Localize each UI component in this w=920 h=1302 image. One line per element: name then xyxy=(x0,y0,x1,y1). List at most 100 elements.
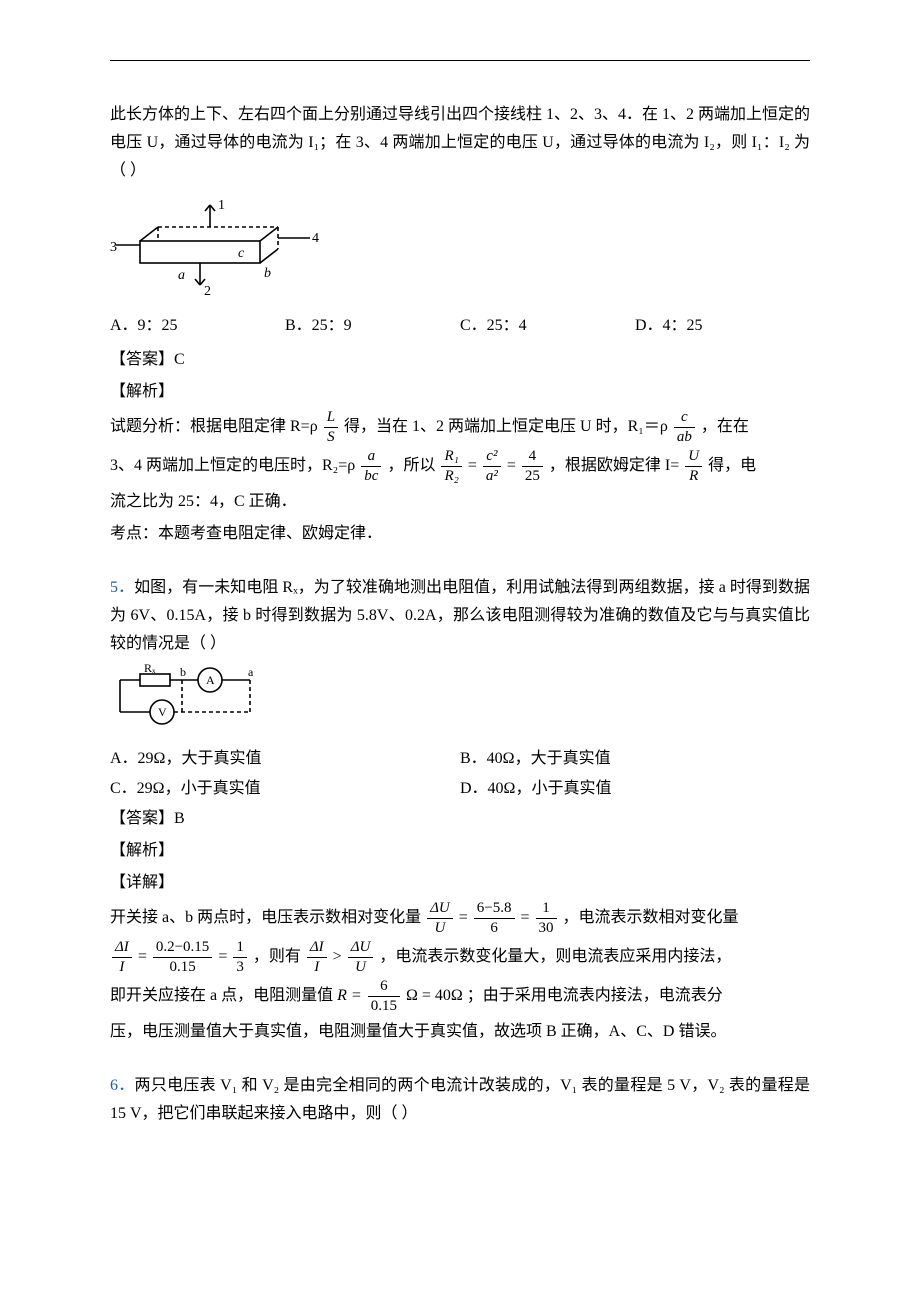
frac-R: 6 0.15 xyxy=(368,979,400,1014)
q4-option-a: A．9：25 xyxy=(110,312,285,340)
frac-UR-den: R xyxy=(685,467,702,484)
q4-a2-pre: 3、4 两端加上恒定的电压时，R₂=ρ xyxy=(110,457,355,474)
frac-UR-num: U xyxy=(685,449,702,467)
frac-dU2-den: U xyxy=(348,958,374,975)
frac-abc-den: bc xyxy=(361,467,381,484)
q5-e4: 压，电压测量值大于真实值，电阻测量值大于真实值，故选项 B 正确，A、C、D 错… xyxy=(110,1018,810,1046)
frac-dU2-num: ΔU xyxy=(348,940,374,958)
q5-stem-text: 如图，有一未知电阻 Rₓ，为了较准确地测出电阻值，利用试触法得到两组数据，接 a… xyxy=(110,579,810,652)
q5-options-row2: C．29Ω，小于真实值 D．40Ω，小于真实值 xyxy=(110,775,810,803)
q4-a2-tail: 得，电 xyxy=(708,457,756,474)
q4-answer: 【答案】C xyxy=(110,346,810,374)
q5-option-a: A．29Ω，大于真实值 xyxy=(110,745,460,773)
frac-130-den: 30 xyxy=(536,919,557,936)
q4-analysis-3: 流之比为 25：4，C 正确． xyxy=(110,488,810,516)
frac-dIv-num: 0.2−0.15 xyxy=(153,940,212,958)
q5-e2: ΔI I = 0.2−0.15 0.15 = 1 3 ，则有 ΔI I > ΔU… xyxy=(110,940,810,975)
q4-a1-post: 得，当在 1、2 两端加上恒定电压 U 时，R₁＝ρ xyxy=(344,418,668,435)
frac-dUv: 6−5.8 6 xyxy=(474,901,515,936)
frac-dI2-den: I xyxy=(307,958,327,975)
frac-dI2: ΔI I xyxy=(307,940,327,975)
frac-dU-den: U xyxy=(427,919,453,936)
q4-a2-mid: ，所以 xyxy=(387,457,439,474)
frac-425-num: 4 xyxy=(522,449,543,467)
q4-a1-pre: 试题分析：根据电阻定律 R=ρ xyxy=(110,418,318,435)
frac-R1R2-num: R₁ xyxy=(441,449,461,467)
frac-dI-num: ΔI xyxy=(112,940,132,958)
q6-number: 6． xyxy=(110,1077,135,1094)
frac-abc: a bc xyxy=(361,449,381,484)
frac-dU-num: ΔU xyxy=(427,901,453,919)
q5-option-b: B．40Ω，大于真实值 xyxy=(460,745,810,773)
q4-options: A．9：25 B．25：9 C．25：4 D．4：25 xyxy=(110,312,810,340)
frac-dIv-den: 0.15 xyxy=(153,958,212,975)
frac-cab-num: c xyxy=(674,410,695,428)
q6-stem: 6．两只电压表 V₁ 和 V₂ 是由完全相同的两个电流计改装成的，V₁ 表的量程… xyxy=(110,1072,810,1128)
q4-fig-label-b: b xyxy=(264,266,271,281)
frac-425-den: 25 xyxy=(522,467,543,484)
frac-R1R2: R₁ R₂ xyxy=(441,449,461,484)
q5-e2-post: ，电流表示数变化量大，则电流表应采用内接法， xyxy=(379,948,731,965)
frac-dU: ΔU U xyxy=(427,901,453,936)
q5-jiexi: 【解析】 xyxy=(110,837,810,865)
q4-jiexi-label: 【解析】 xyxy=(110,378,810,406)
q4-figure-svg: 1 2 3 4 a b c xyxy=(110,191,320,301)
q4-option-d: D．4：25 xyxy=(635,312,810,340)
q5-e1-post: ，电流表示数相对变化量 xyxy=(563,909,739,926)
q4-option-b: B．25：9 xyxy=(285,312,460,340)
q5-fig-b: b xyxy=(180,665,186,679)
q4-fig-label-3: 3 xyxy=(110,240,117,255)
q4-stem-continuation: 此长方体的上下、左右四个面上分别通过导线引出四个接线柱 1、2、3、4．在 1、… xyxy=(110,101,810,185)
q5-e1-pre: 开关接 a、b 两点时，电压表示数相对变化量 xyxy=(110,909,421,926)
q4-fig-label-2: 2 xyxy=(204,284,211,299)
frac-13-den: 3 xyxy=(233,958,247,975)
q5-e3-post: ；由于采用电流表内接法，电流表分 xyxy=(467,987,723,1004)
frac-dUv-den: 6 xyxy=(474,919,515,936)
frac-13-num: 1 xyxy=(233,940,247,958)
q4-fig-label-1: 1 xyxy=(218,198,225,213)
frac-dU2: ΔU U xyxy=(348,940,374,975)
frac-130-num: 1 xyxy=(536,901,557,919)
q5-fig-rx: Rₓ xyxy=(144,664,156,675)
q5-options-row1: A．29Ω，大于真实值 B．40Ω，大于真实值 xyxy=(110,745,810,773)
page: 此长方体的上下、左右四个面上分别通过导线引出四个接线柱 1、2、3、4．在 1、… xyxy=(0,0,920,1302)
q4-a1-tail: ，在在 xyxy=(701,418,749,435)
frac-R1R2-den: R₂ xyxy=(441,467,461,484)
q4-option-c: C．25：4 xyxy=(460,312,635,340)
q4-a2-eq: ，根据欧姆定律 I= xyxy=(549,457,679,474)
q5-answer: 【答案】B xyxy=(110,805,810,833)
q4-fig-label-c: c xyxy=(238,246,245,261)
frac-LS: L S xyxy=(324,410,338,445)
frac-UR: U R xyxy=(685,449,702,484)
frac-abc-num: a xyxy=(361,449,381,467)
frac-LS-den: S xyxy=(324,428,338,445)
q5-fig-V: V xyxy=(158,705,167,719)
frac-R-den: 0.15 xyxy=(368,997,400,1014)
q4-analysis-4: 考点：本题考查电阻定律、欧姆定律． xyxy=(110,520,810,548)
frac-LS-num: L xyxy=(324,410,338,428)
q4-fig-label-a: a xyxy=(178,268,185,283)
q5-option-d: D．40Ω，小于真实值 xyxy=(460,775,810,803)
frac-c2a2-den: a² xyxy=(483,467,501,484)
frac-dUv-num: 6−5.8 xyxy=(474,901,515,919)
q5-figure: Rₓ b a A V xyxy=(110,664,810,739)
frac-c2a2-num: c² xyxy=(483,449,501,467)
q5-number: 5． xyxy=(110,579,134,596)
frac-dI-den: I xyxy=(112,958,132,975)
frac-R-num: 6 xyxy=(368,979,400,997)
q4-analysis-1: 试题分析：根据电阻定律 R=ρ L S 得，当在 1、2 两端加上恒定电压 U … xyxy=(110,410,810,445)
frac-425: 4 25 xyxy=(522,449,543,484)
q5-e1: 开关接 a、b 两点时，电压表示数相对变化量 ΔU U = 6−5.8 6 = … xyxy=(110,901,810,936)
q5-figure-svg: Rₓ b a A V xyxy=(110,664,310,734)
q5-e3: 即开关应接在 a 点，电阻测量值 R = 6 0.15 Ω = 40Ω ；由于采… xyxy=(110,979,810,1014)
q5-e2-mid: ，则有 xyxy=(253,948,301,965)
q5-e3-pre: 即开关应接在 a 点，电阻测量值 xyxy=(110,987,333,1004)
frac-dIv: 0.2−0.15 0.15 xyxy=(153,940,212,975)
q5-fig-a: a xyxy=(248,665,254,679)
q4-fig-label-4: 4 xyxy=(312,231,319,246)
q5-fig-A: A xyxy=(206,673,215,687)
q5-stem: 5．如图，有一未知电阻 Rₓ，为了较准确地测出电阻值，利用试触法得到两组数据，接… xyxy=(110,574,810,658)
frac-dI: ΔI I xyxy=(112,940,132,975)
frac-cab: c ab xyxy=(674,410,695,445)
page-top-rule xyxy=(110,60,810,61)
